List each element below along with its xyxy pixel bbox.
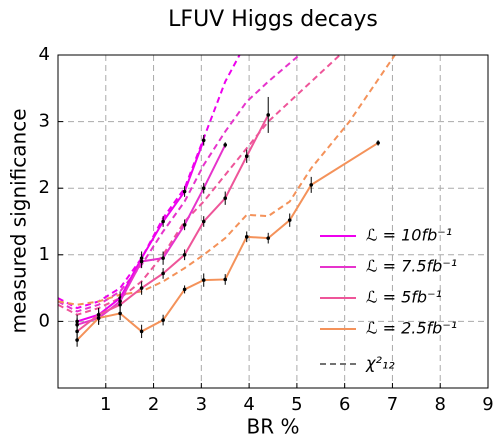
- data-point: [201, 138, 206, 143]
- x-tick-label: 9: [482, 394, 493, 415]
- data-point: [139, 329, 144, 334]
- data-point: [96, 316, 101, 320]
- x-tick-label: 7: [387, 394, 398, 415]
- data-point: [223, 143, 228, 147]
- legend-label: ℒ = 10fb⁻¹: [366, 226, 452, 245]
- data-point: [139, 286, 144, 290]
- y-tick-label: 0: [39, 310, 50, 331]
- x-tick-label: 5: [291, 394, 302, 415]
- x-tick-label: 2: [148, 394, 159, 415]
- data-point: [223, 277, 228, 282]
- data-point: [161, 318, 165, 322]
- data-point: [266, 236, 271, 240]
- data-point: [376, 141, 380, 145]
- data-point: [161, 271, 165, 276]
- x-tick-label: 3: [196, 394, 207, 415]
- data-point: [75, 329, 79, 334]
- series-line: [76, 144, 227, 326]
- y-axis-label: measured significance: [7, 108, 31, 333]
- chi2-curve: [58, 55, 341, 316]
- chi2-curve: [58, 55, 300, 313]
- data-point: [309, 183, 314, 187]
- x-tick-label: 6: [339, 394, 350, 415]
- y-tick-label: 3: [39, 111, 50, 132]
- plot-area: [58, 55, 396, 347]
- data-point: [182, 223, 187, 227]
- x-tick-label: 4: [243, 394, 254, 415]
- plot-frame: [57, 54, 489, 389]
- data-point: [139, 259, 144, 264]
- legend-label: ℒ = 7.5fb⁻¹: [366, 257, 457, 276]
- legend-label: χ²₁₂: [365, 354, 395, 373]
- data-point: [201, 219, 206, 224]
- chi2-curve: [58, 55, 396, 306]
- data-point: [244, 154, 249, 159]
- chart-title: LFUV Higgs decays: [168, 7, 378, 32]
- data-point: [201, 278, 206, 282]
- y-tick-label: 1: [39, 244, 50, 265]
- data-point: [182, 253, 187, 257]
- data-point: [118, 302, 122, 307]
- x-tick-label: 8: [434, 394, 445, 415]
- series-line: [76, 114, 270, 333]
- data-point: [182, 287, 187, 292]
- grid: [58, 54, 489, 388]
- data-point: [118, 311, 122, 316]
- series-line: [76, 139, 205, 323]
- data-point: [182, 189, 187, 194]
- data-point: [161, 256, 165, 260]
- legend-label: ℒ = 2.5fb⁻¹: [366, 319, 457, 338]
- data-point: [223, 196, 228, 200]
- data-point: [201, 186, 206, 190]
- x-axis-label: BR %: [247, 415, 300, 439]
- y-tick-label: 2: [39, 177, 50, 198]
- x-tick-label: 1: [100, 394, 111, 415]
- y-tick-label: 4: [39, 44, 50, 65]
- data-point: [266, 113, 271, 117]
- legend-label: ℒ = 5fb⁻¹: [366, 288, 442, 307]
- legend: ℒ = 10fb⁻¹ ℒ = 7.5fb⁻¹ ℒ = 5fb⁻¹ ℒ = 2.5fb⁻…: [320, 226, 457, 373]
- data-point: [75, 338, 79, 342]
- data-point: [287, 218, 292, 222]
- data-point: [161, 219, 165, 224]
- data-point: [244, 235, 249, 239]
- chi2-curve: [58, 55, 241, 310]
